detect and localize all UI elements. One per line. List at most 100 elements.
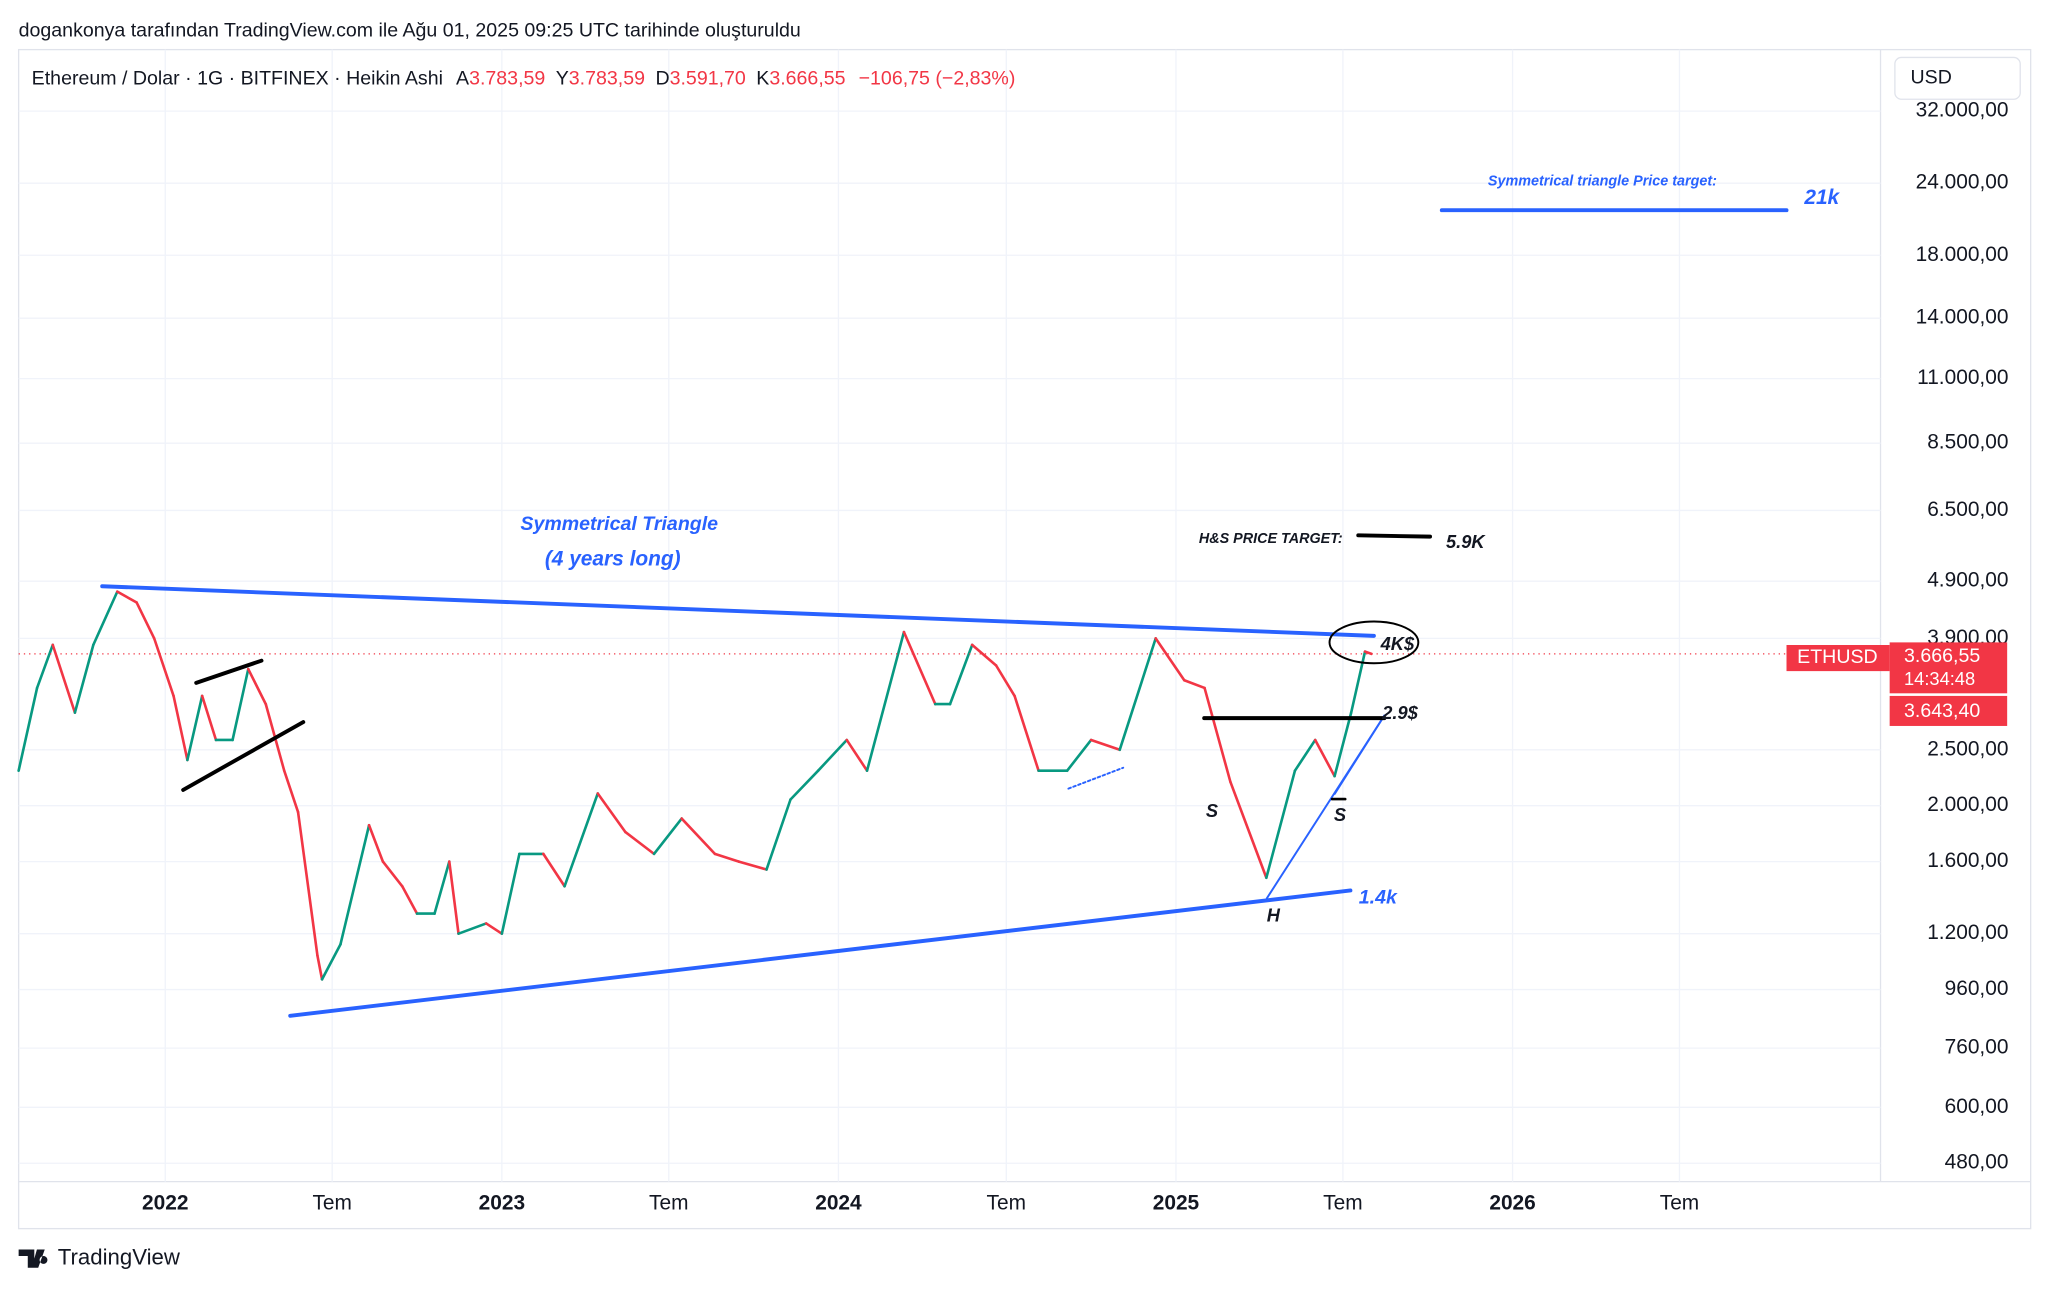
footer-brand: TradingView (58, 1245, 181, 1270)
price-segment (737, 860, 768, 871)
price-segment (433, 860, 451, 915)
price-segment (447, 860, 460, 935)
channel-top (194, 658, 264, 685)
ohlc-value: 3.783,59 (569, 68, 645, 90)
logo-icon (18, 1249, 48, 1268)
price-segment (339, 823, 371, 946)
price-segment (172, 694, 189, 762)
currency[interactable]: USD (1911, 67, 1952, 89)
y-tick-label: 760,00 (1945, 1036, 2009, 1059)
y-tick-label: 14.000,00 (1916, 306, 2009, 329)
x-tick-label: 2022 (142, 1191, 188, 1214)
x-tick-label: Tem (1323, 1191, 1362, 1214)
price-segment (1154, 637, 1186, 682)
y-tick-label: 4.900,00 (1927, 569, 2008, 592)
x-tick-label: 2026 (1489, 1191, 1535, 1214)
x-tick-label: Tem (987, 1191, 1026, 1214)
price-segment (1013, 694, 1040, 772)
price-segment (713, 852, 741, 863)
price-segment (35, 643, 55, 690)
price-segment (200, 694, 218, 742)
y-tick-label: 600,00 (1945, 1095, 2009, 1118)
price-segment (1182, 678, 1206, 690)
price-segment (17, 686, 39, 772)
price-segment (765, 798, 792, 871)
ohlc-key: A (456, 68, 470, 90)
x-tick-label: 2023 (479, 1191, 525, 1214)
annotation: 2.9$ (1381, 702, 1418, 723)
price-segment (1118, 637, 1157, 752)
chart-frame (17, 48, 2032, 1230)
price-segment (845, 738, 869, 772)
price-segment (282, 769, 300, 814)
created-note: dogankonya tarafından TradingView.com il… (19, 20, 801, 42)
annotation: H (1267, 904, 1281, 925)
price-segment (563, 792, 600, 888)
price-segment (542, 852, 566, 888)
price-segment (135, 601, 156, 640)
price-segment (320, 943, 342, 981)
triangle-upper (100, 584, 1376, 638)
ohlc-key: K (756, 68, 769, 90)
ohlc-value: 3.666,55 (769, 68, 845, 90)
x-tick-label: Tem (1660, 1191, 1699, 1214)
y-tick-label: 2.500,00 (1927, 737, 2008, 760)
price-segment (92, 590, 119, 647)
y-tick-label: 2.000,00 (1927, 793, 2008, 816)
last-price-bg (1889, 642, 2008, 694)
price-segment (970, 643, 998, 667)
price-segment (116, 590, 138, 604)
annotation: 5.9K (1446, 531, 1486, 552)
ohlc-value: 3.591,70 (670, 68, 746, 90)
x-tick-label: 2025 (1153, 1191, 1200, 1214)
annotation: H&S PRICE TARGET: (1199, 531, 1343, 547)
dotted-line (1067, 766, 1125, 790)
currency-button[interactable] (1894, 56, 2021, 100)
annotation: Symmetrical Triangle (520, 513, 718, 535)
price-segment (1089, 738, 1122, 752)
other-price-bg (1889, 695, 2008, 726)
y-tick-label: 1.600,00 (1927, 849, 2008, 872)
price-segment (500, 852, 521, 935)
countdown: 14:34:48 (1904, 668, 1975, 689)
price-segment (1293, 738, 1317, 772)
price-segment (1229, 780, 1268, 880)
annotation: S (1334, 804, 1346, 825)
symbol-label: ETHUSD (1797, 646, 1878, 668)
annotation: Symmetrical triangle Price target: (1488, 173, 1717, 189)
price-segment (316, 954, 324, 981)
price-segment (1313, 738, 1336, 778)
symbol-label-bg (1786, 645, 1890, 672)
y-tick-label: 11.000,00 (1917, 366, 2008, 389)
price-segment (152, 637, 175, 698)
annotation: (4 years long) (545, 548, 681, 571)
other-price: 3.643,40 (1904, 700, 1980, 722)
price-segment (816, 738, 849, 772)
rising-trendline-2 (1333, 714, 1386, 795)
ohlc-key: Y (556, 68, 569, 90)
x-tick-label: Tem (312, 1191, 351, 1214)
x-tick-label: Tem (649, 1191, 688, 1214)
change: −106,75 (−2,83%) (859, 68, 1016, 90)
price-labels: ETHUSD 3.666,55 14:34:48 3.643,40 (1786, 642, 2008, 726)
y-tick-label: 18.000,00 (1916, 243, 2009, 266)
triangle-lower (288, 888, 1353, 1018)
x-tick-label: 2024 (815, 1191, 862, 1214)
price-segment (865, 630, 906, 772)
price-segment (186, 694, 204, 762)
price-segment (457, 922, 488, 935)
ohlc-value: 3.783,59 (469, 68, 545, 90)
y-tick-label: 8.500,00 (1927, 431, 2008, 454)
y-tick-label: 480,00 (1945, 1151, 2009, 1174)
price-segment (1065, 738, 1093, 772)
price-segment (73, 643, 95, 714)
price-segment (484, 922, 504, 935)
price-segment (1203, 686, 1232, 784)
axis-labels: 480,00 600,00 760,00 960,00 1.200,00 1.600,00… (142, 99, 2008, 1215)
price-segment (400, 884, 419, 915)
price-segment (51, 643, 77, 714)
symbol: Ethereum / Dolar · 1G · BITFINEX · Heiki… (32, 68, 443, 90)
annotation: 1.4k (1359, 886, 1398, 908)
price-segment (1333, 711, 1353, 778)
